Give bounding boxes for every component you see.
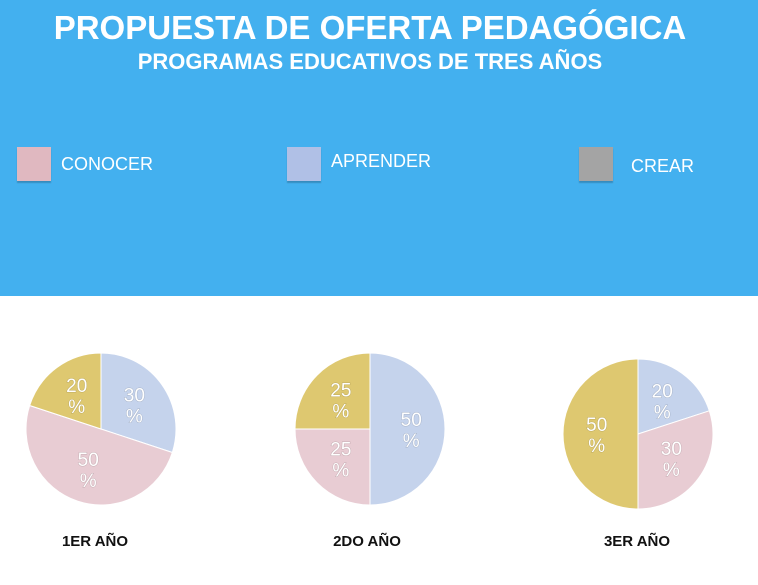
pie-slice-aprender [100, 352, 177, 454]
pie-slice-label: 50% [78, 450, 99, 492]
pie-slice-label: 50% [401, 410, 422, 452]
pie-title-1er-ano: 1ER AÑO [61, 533, 129, 550]
pie-slice-label: 20% [652, 382, 673, 424]
pie-title-2do-ano: 2DO AÑO [333, 533, 401, 550]
pie-1: 30 % 50 % 20% [25, 352, 177, 506]
pie-slice-aprender [637, 358, 710, 435]
page-subtitle: PROGRAMAS EDUCATIVOS DE TRES AÑOS [137, 49, 603, 74]
pie-3: 20 % 30 % 50% [562, 358, 714, 510]
legend-label: APRENDER [331, 150, 432, 171]
legend-item-crear: CREAR [579, 147, 694, 181]
pie-slice-aprender [369, 352, 446, 506]
header-banner: PROPUESTA DE OFERTA PEDAGÓGICA PROGRAMAS… [0, 0, 758, 296]
pie-slice-crear [294, 352, 371, 430]
legend-label: CONOCER [61, 153, 154, 174]
pie-slice-crear [29, 352, 102, 430]
pie-slice-label: 20% [66, 376, 87, 418]
pie-slice-crear [562, 358, 639, 510]
pie-slice-label: 25% [330, 440, 351, 482]
pie-slice-label: 25% [330, 380, 351, 422]
legend-swatch-crear [579, 147, 613, 181]
legend-swatch-aprender [287, 147, 321, 181]
pie-slice-label: 30% [124, 385, 145, 427]
legend-label: CREAR [631, 155, 695, 176]
page-title: PROPUESTA DE OFERTA PEDAGÓGICA [53, 9, 687, 46]
pie-slice-label: 50% [586, 415, 607, 457]
pie-slice-conocer [25, 404, 173, 506]
legend-item-aprender: APRENDER [287, 147, 431, 181]
pie-2: 50 % 25 % 25% [294, 352, 446, 506]
legend-item-conocer: CONOCER [17, 147, 153, 181]
legend-swatch-conocer [17, 147, 51, 181]
pie-title-3er-ano: 3ER AÑO [603, 533, 671, 550]
pie-slice-conocer [294, 428, 371, 506]
pie-slice-label: 30% [661, 439, 682, 481]
pie-slice-conocer [637, 410, 714, 510]
